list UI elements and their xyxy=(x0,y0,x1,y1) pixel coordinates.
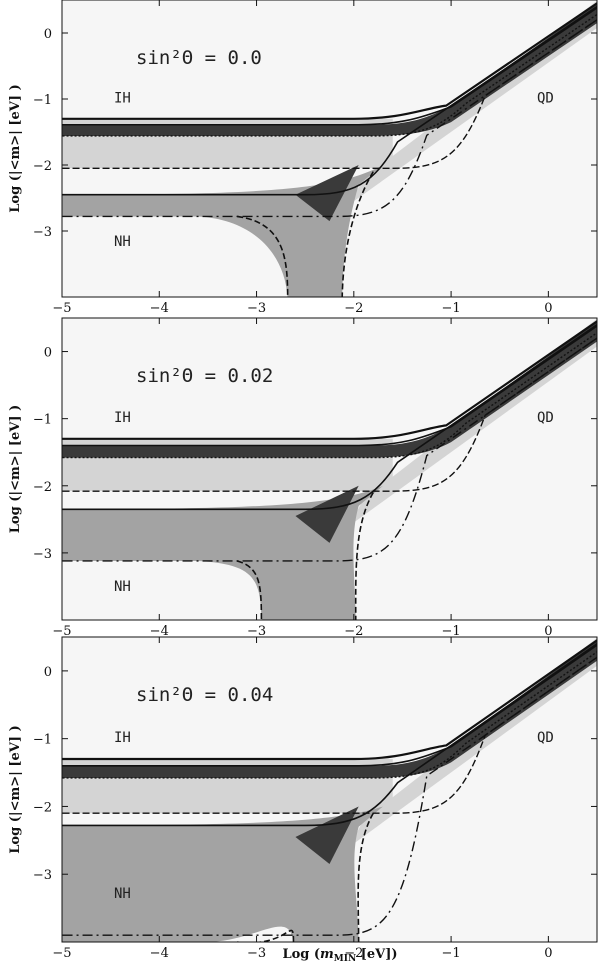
panels-container: −5 −4 −3 −2 −1 0 0 −1 −2 −3 sin²Θ = 0.0 IH QD NH Log (… xyxy=(8,0,598,961)
y-tick-label: 0 xyxy=(44,27,52,42)
nh-upper-curve xyxy=(62,5,597,196)
dip-left-edge xyxy=(236,215,289,297)
x-tick-label: −2 xyxy=(344,946,363,961)
qd-label: QD xyxy=(537,410,554,426)
nh-lower-curve xyxy=(62,656,597,936)
x-tick-label: −1 xyxy=(442,624,461,639)
ih-upper-curve xyxy=(62,1,597,120)
y-tick-label: −1 xyxy=(33,93,52,108)
panel-title: sin²Θ = 0.02 xyxy=(136,365,273,387)
chart-panel-3: −5 −4 −3 −2 −1 0 0 −1 −2 −3 sin²Θ = 0.04 IH QD NH Log … xyxy=(8,636,598,961)
ih-upper-curve xyxy=(62,639,597,761)
y-tick-label: −3 xyxy=(33,868,52,883)
qd-label: QD xyxy=(537,90,554,106)
ih-dark-lower-curve xyxy=(62,331,597,459)
y-tick-label: −1 xyxy=(33,733,52,748)
qd-label: QD xyxy=(537,730,554,746)
panel-title: sin²Θ = 0.04 xyxy=(136,684,273,706)
x-tick-label: 0 xyxy=(544,624,552,639)
ih-dark-band xyxy=(62,640,597,778)
x-tick-label: −3 xyxy=(247,624,266,639)
x-tick-label: −2 xyxy=(344,624,363,639)
nh-lower-curve xyxy=(62,18,597,218)
y-tick-label: 0 xyxy=(44,346,52,361)
y-tick-label: −2 xyxy=(33,159,52,174)
x-tick-label: −4 xyxy=(150,624,169,639)
y-tick-label: −2 xyxy=(33,480,52,495)
x-tick-label: −3 xyxy=(247,946,266,961)
dip-left-edge xyxy=(236,560,263,620)
dip-left-edge xyxy=(237,929,295,942)
ih-label: IH xyxy=(114,410,131,426)
plot-frame xyxy=(61,317,598,621)
x-axis-title: Log (mMIN [eV]) xyxy=(282,947,397,964)
x-tick-label: −4 xyxy=(150,301,169,316)
nh-upper-curve xyxy=(62,323,597,511)
x-tick-label: −5 xyxy=(52,301,71,316)
chart-panel-2: −5 −4 −3 −2 −1 0 0 −1 −2 −3 sin²Θ = 0.02 IH QD NH Log … xyxy=(8,317,598,639)
ih-label: IH xyxy=(114,730,131,746)
x-tick-label: −5 xyxy=(52,946,71,961)
chart-panel-1: −5 −4 −3 −2 −1 0 0 −1 −2 −3 sin²Θ = 0.0 IH QD NH Log (… xyxy=(8,0,598,316)
ih-lower-curve xyxy=(62,337,597,492)
nh-label: NH xyxy=(114,234,131,250)
x-tick-label: −1 xyxy=(442,946,461,961)
ih-dark-lower-curve xyxy=(62,13,597,137)
y-tick-label: −3 xyxy=(33,547,52,562)
y-tick-label: 0 xyxy=(44,665,52,680)
x-tick-label: −5 xyxy=(52,624,71,639)
y-tick-label: −1 xyxy=(33,413,52,428)
nh-label: NH xyxy=(114,579,131,595)
y-axis-title: Log (|<m>| [eV] ) xyxy=(8,725,23,853)
plot-frame xyxy=(61,636,598,943)
x-tick-label: −2 xyxy=(344,301,363,316)
ih-upper-curve xyxy=(62,320,597,440)
y-axis-title: Log (|<m>| [eV] ) xyxy=(8,405,23,533)
x-tick-label: −3 xyxy=(247,301,266,316)
dip-right-edge xyxy=(341,171,374,297)
ih-label: IH xyxy=(114,90,131,106)
x-tick-label: 0 xyxy=(544,946,552,961)
y-tick-label: −2 xyxy=(33,800,52,815)
y-axis-title: Log (|<m>| [eV] ) xyxy=(8,84,23,212)
dip-right-edge xyxy=(357,812,374,942)
ih-dark-band xyxy=(62,321,597,458)
x-tick-label: −4 xyxy=(150,946,169,961)
panel-title: sin²Θ = 0.0 xyxy=(136,47,262,69)
nh-label: NH xyxy=(114,886,131,902)
dip-right-edge xyxy=(354,492,374,620)
x-tick-label: −1 xyxy=(442,301,461,316)
ih-dark-band xyxy=(62,3,597,136)
nh-upper-curve xyxy=(62,642,597,827)
dark-wedge xyxy=(295,485,359,543)
nh-lower-curve xyxy=(62,337,597,562)
y-tick-label: −3 xyxy=(33,225,52,240)
x-tick-label: 0 xyxy=(544,301,552,316)
plot-frame xyxy=(61,0,598,298)
dark-wedge xyxy=(295,806,359,865)
ih-lower-curve xyxy=(62,656,597,814)
ih-dark-lower-curve xyxy=(62,651,597,779)
